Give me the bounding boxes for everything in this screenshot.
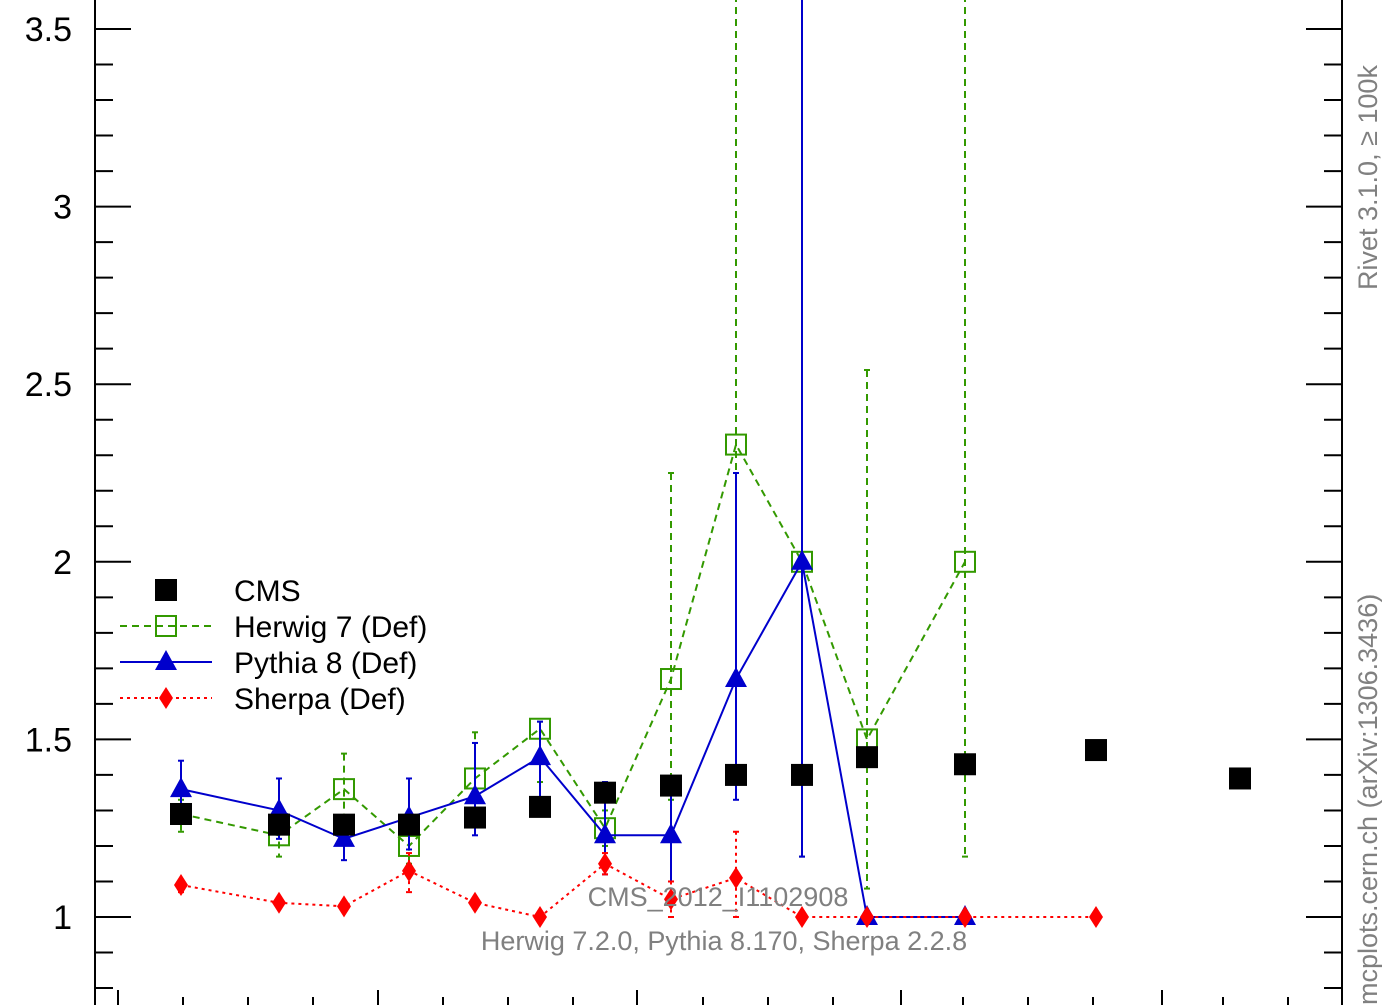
legend-marker — [159, 687, 173, 709]
data-point — [856, 746, 878, 769]
data-point — [1089, 906, 1103, 928]
data-point — [333, 826, 355, 847]
y-tick-label: 2 — [53, 544, 72, 582]
plot-frame — [94, 0, 1343, 1005]
data-point — [1229, 767, 1251, 790]
legend-marker — [155, 650, 177, 670]
data-point — [174, 874, 188, 897]
annotation-generators: Herwig 7.2.0, Pythia 8.170, Sherpa 2.2.8 — [481, 926, 967, 956]
legend-label: Herwig 7 (Def) — [234, 611, 427, 644]
annotation-analysis-id: CMS_2012_I1102908 — [588, 882, 849, 912]
data-point — [170, 802, 192, 825]
legend-marker — [155, 615, 177, 637]
data-point — [954, 550, 976, 573]
legend-label: Sherpa (Def) — [234, 683, 406, 716]
data-point — [598, 852, 612, 875]
data-point — [725, 433, 747, 456]
data-point — [725, 763, 747, 786]
data-point — [958, 906, 972, 928]
data-point — [725, 667, 747, 688]
data-point — [468, 891, 482, 914]
legend-label: CMS — [234, 575, 301, 608]
data-point — [660, 668, 682, 691]
y-axis-ticks: 1 1.5 2 2.5 3 3.5 — [25, 11, 1342, 990]
legend-item: Herwig 7 (Def) — [120, 611, 427, 644]
data-point — [333, 778, 355, 801]
side-label-rivet: Rivet 3.1.0, ≥ 100k — [1353, 65, 1382, 290]
data-point — [594, 781, 616, 804]
data-point — [954, 753, 976, 776]
data-point — [791, 549, 813, 570]
data-point — [464, 806, 486, 829]
side-label-mcplots: mcplots.cern.ch (arXiv:1306.3436) — [1353, 594, 1382, 1005]
data-point — [464, 784, 486, 805]
data-point — [533, 906, 547, 928]
data-point — [337, 895, 351, 918]
data-point — [660, 774, 682, 797]
data-point — [268, 798, 290, 819]
legend-item: CMS — [155, 575, 301, 608]
y-tick-label: 1.5 — [25, 721, 72, 759]
annotation: CMS_2012_I1102908 Herwig 7.2.0, Pythia 8… — [481, 882, 967, 956]
data-point — [795, 906, 809, 928]
y-tick-label: 3.5 — [25, 11, 72, 49]
x-axis-ticks — [117, 990, 1289, 1005]
y-tick-label: 3 — [53, 189, 72, 227]
data-point — [664, 888, 678, 911]
legend-item: Pythia 8 (Def) — [120, 647, 417, 680]
data-point — [594, 823, 616, 844]
data-point — [529, 745, 551, 766]
data-point — [170, 777, 192, 798]
data-point — [1085, 739, 1107, 762]
series-layer — [170, 0, 1251, 928]
series-cms — [170, 739, 1251, 836]
data-point — [860, 906, 874, 928]
data-point — [791, 763, 813, 786]
data-point — [660, 823, 682, 844]
data-point — [402, 859, 416, 882]
series-sherpa-def — [174, 830, 1103, 928]
data-point — [272, 891, 286, 914]
data-point — [729, 866, 743, 889]
series-line-herwig-7-def — [180, 441, 966, 848]
series-herwig-7-def — [170, 0, 976, 890]
legend-marker — [155, 579, 177, 601]
data-point — [268, 813, 290, 836]
legend-label: Pythia 8 (Def) — [234, 647, 417, 680]
side-labels: Rivet 3.1.0, ≥ 100k mcplots.cern.ch (arX… — [1353, 65, 1382, 1005]
legend-item: Sherpa (Def) — [120, 683, 406, 716]
data-point — [398, 813, 420, 836]
data-point — [333, 813, 355, 836]
y-tick-label: 2.5 — [25, 366, 72, 404]
data-point — [529, 795, 551, 818]
y-tick-label: 1 — [53, 899, 72, 937]
series-pythia-8-def — [170, 0, 976, 925]
